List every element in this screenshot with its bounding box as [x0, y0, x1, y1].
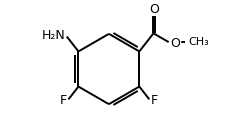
- Text: F: F: [151, 94, 158, 107]
- Text: O: O: [171, 37, 181, 50]
- Text: H₂N: H₂N: [42, 29, 66, 42]
- Text: CH₃: CH₃: [188, 37, 209, 47]
- Text: F: F: [60, 94, 67, 107]
- Text: O: O: [150, 3, 159, 16]
